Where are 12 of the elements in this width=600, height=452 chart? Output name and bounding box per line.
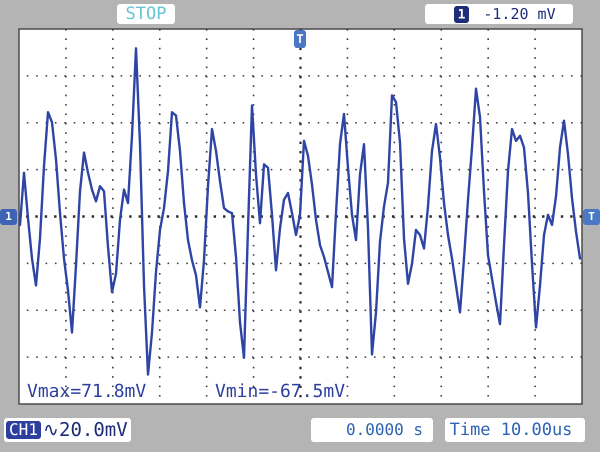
text: Vmin=-67.5mV [215,381,346,402]
text: T [296,32,304,46]
text: ∿20.0mV [43,419,128,441]
text: Time 10.00us [450,420,572,440]
text: 1 [458,8,466,22]
text: STOP [126,4,166,24]
text: 1 [5,210,12,223]
text: T [588,210,596,223]
text: -1.20 mV [483,5,556,23]
text: 0.0000 s [346,420,424,439]
text: Vmax=71.8mV [27,381,146,402]
text: CH1 [9,420,38,439]
